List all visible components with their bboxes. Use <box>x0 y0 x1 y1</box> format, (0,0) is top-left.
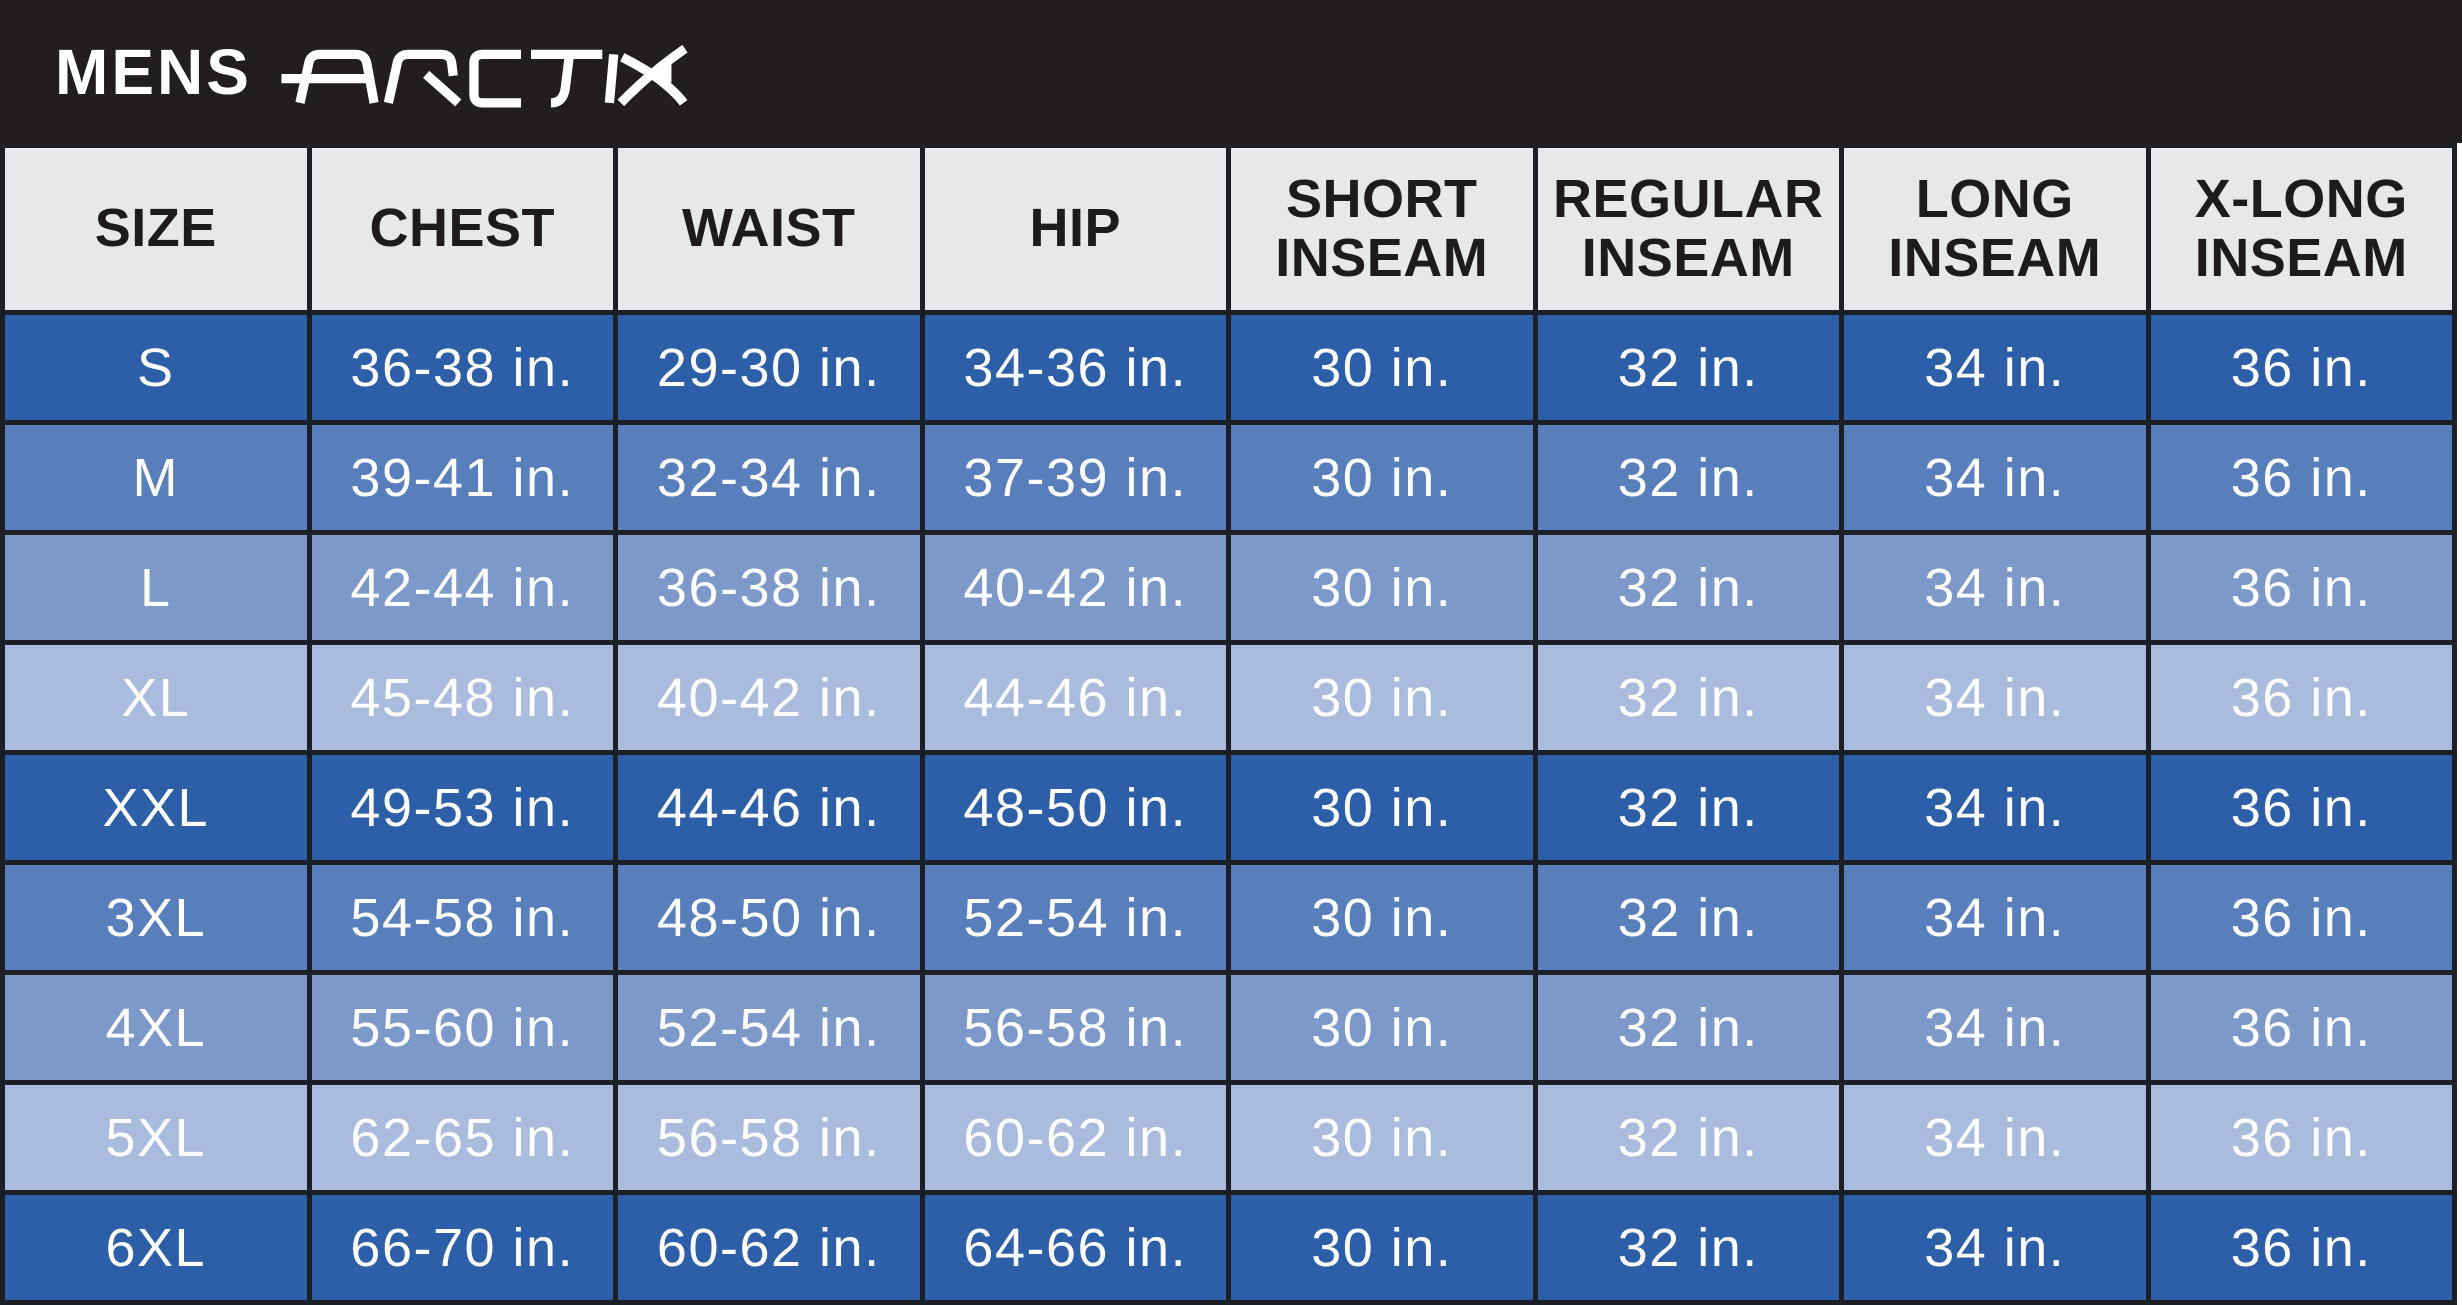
measurement-cell: 36 in. <box>2145 1190 2457 1305</box>
column-header-chest: CHEST <box>306 143 618 315</box>
arctix-logo-icon <box>281 44 688 108</box>
measurement-cell: 60-62 in. <box>919 1080 1231 1195</box>
size-cell: 5XL <box>0 1080 312 1195</box>
measurement-cell: 30 in. <box>1226 1080 1538 1195</box>
measurement-cell: 30 in. <box>1226 640 1538 755</box>
brand-prefix-label: MENS <box>55 35 252 108</box>
measurement-cell: 44-46 in. <box>919 640 1231 755</box>
column-header-hip: HIP <box>919 143 1231 315</box>
header-row: SIZE CHEST WAIST HIP SHORT INSEAM REGULAR INS… <box>0 143 2457 315</box>
measurement-cell: 34 in. <box>1839 1080 2151 1195</box>
measurement-cell: 34 in. <box>1839 750 2151 865</box>
measurement-cell: 32 in. <box>1532 640 1844 755</box>
table-row-xl: XL 45-48 in. 40-42 in. 44-46 in. 30 in. 32 in… <box>0 640 2457 755</box>
column-header-long-inseam: LONG INSEAM <box>1839 143 2151 315</box>
measurement-cell: 36 in. <box>2145 640 2457 755</box>
column-header-regular-inseam: REGULAR INSEAM <box>1532 143 1844 315</box>
column-header-short-inseam: SHORT INSEAM <box>1226 143 1538 315</box>
measurement-cell: 32 in. <box>1532 970 1844 1085</box>
size-cell: 4XL <box>0 970 312 1085</box>
measurement-cell: 60-62 in. <box>613 1190 925 1305</box>
measurement-cell: 39-41 in. <box>306 420 618 535</box>
measurement-cell: 36-38 in. <box>613 530 925 645</box>
measurement-cell: 30 in. <box>1226 1190 1538 1305</box>
size-chart-table: SIZE CHEST WAIST HIP SHORT INSEAM REGULAR INS… <box>0 143 2457 1305</box>
measurement-cell: 40-42 in. <box>613 640 925 755</box>
measurement-cell: 36 in. <box>2145 860 2457 975</box>
column-header-waist: WAIST <box>613 143 925 315</box>
measurement-cell: 30 in. <box>1226 970 1538 1085</box>
measurement-cell: 32 in. <box>1532 310 1844 425</box>
measurement-cell: 30 in. <box>1226 530 1538 645</box>
measurement-cell: 49-53 in. <box>306 750 618 865</box>
measurement-cell: 62-65 in. <box>306 1080 618 1195</box>
measurement-cell: 55-60 in. <box>306 970 618 1085</box>
measurement-cell: 34-36 in. <box>919 310 1231 425</box>
size-chart-header: SIZE CHEST WAIST HIP SHORT INSEAM REGULAR INS… <box>0 143 2457 315</box>
measurement-cell: 32 in. <box>1532 860 1844 975</box>
table-row-4xl: 4XL 55-60 in. 52-54 in. 56-58 in. 30 in. 32 i… <box>0 970 2457 1085</box>
measurement-cell: 54-58 in. <box>306 860 618 975</box>
measurement-cell: 34 in. <box>1839 420 2151 535</box>
measurement-cell: 32 in. <box>1532 750 1844 865</box>
table-row-l: L 42-44 in. 36-38 in. 40-42 in. 30 in. 32 in.… <box>0 530 2457 645</box>
measurement-cell: 29-30 in. <box>613 310 925 425</box>
measurement-cell: 52-54 in. <box>919 860 1231 975</box>
measurement-cell: 45-48 in. <box>306 640 618 755</box>
measurement-cell: 30 in. <box>1226 310 1538 425</box>
column-header-size: SIZE <box>0 143 312 315</box>
size-cell: S <box>0 310 312 425</box>
measurement-cell: 37-39 in. <box>919 420 1231 535</box>
measurement-cell: 66-70 in. <box>306 1190 618 1305</box>
measurement-cell: 34 in. <box>1839 640 2151 755</box>
measurement-cell: 36 in. <box>2145 970 2457 1085</box>
size-cell: M <box>0 420 312 535</box>
measurement-cell: 52-54 in. <box>613 970 925 1085</box>
size-cell: XL <box>0 640 312 755</box>
measurement-cell: 64-66 in. <box>919 1190 1231 1305</box>
measurement-cell: 30 in. <box>1226 420 1538 535</box>
measurement-cell: 56-58 in. <box>919 970 1231 1085</box>
table-row-5xl: 5XL 62-65 in. 56-58 in. 60-62 in. 30 in. 32 i… <box>0 1080 2457 1195</box>
measurement-cell: 30 in. <box>1226 750 1538 865</box>
table-row-xxl: XXL 49-53 in. 44-46 in. 48-50 in. 30 in. 32 i… <box>0 750 2457 865</box>
size-chart-body: S 36-38 in. 29-30 in. 34-36 in. 30 in. 32 in.… <box>0 310 2457 1305</box>
column-header-x-long-inseam: X-LONG INSEAM <box>2145 143 2457 315</box>
measurement-cell: 44-46 in. <box>613 750 925 865</box>
measurement-cell: 34 in. <box>1839 530 2151 645</box>
size-cell: 3XL <box>0 860 312 975</box>
measurement-cell: 34 in. <box>1839 310 2151 425</box>
table-row-3xl: 3XL 54-58 in. 48-50 in. 52-54 in. 30 in. 32 i… <box>0 860 2457 975</box>
measurement-cell: 36 in. <box>2145 420 2457 535</box>
measurement-cell: 32 in. <box>1532 530 1844 645</box>
measurement-cell: 36-38 in. <box>306 310 618 425</box>
measurement-cell: 32 in. <box>1532 1080 1844 1195</box>
table-row-s: S 36-38 in. 29-30 in. 34-36 in. 30 in. 32 in.… <box>0 310 2457 425</box>
measurement-cell: 30 in. <box>1226 860 1538 975</box>
measurement-cell: 36 in. <box>2145 530 2457 645</box>
table-row-m: M 39-41 in. 32-34 in. 37-39 in. 30 in. 32 in.… <box>0 420 2457 535</box>
size-cell: XXL <box>0 750 312 865</box>
measurement-cell: 32 in. <box>1532 1190 1844 1305</box>
measurement-cell: 32 in. <box>1532 420 1844 535</box>
measurement-cell: 34 in. <box>1839 1190 2151 1305</box>
measurement-cell: 56-58 in. <box>613 1080 925 1195</box>
measurement-cell: 48-50 in. <box>613 860 925 975</box>
measurement-cell: 48-50 in. <box>919 750 1231 865</box>
measurement-cell: 34 in. <box>1839 970 2151 1085</box>
measurement-cell: 32-34 in. <box>613 420 925 535</box>
brand-bar: MENS <box>0 0 2462 143</box>
measurement-cell: 42-44 in. <box>306 530 618 645</box>
measurement-cell: 36 in. <box>2145 750 2457 865</box>
measurement-cell: 36 in. <box>2145 310 2457 425</box>
measurement-cell: 34 in. <box>1839 860 2151 975</box>
size-cell: L <box>0 530 312 645</box>
size-cell: 6XL <box>0 1190 312 1305</box>
measurement-cell: 36 in. <box>2145 1080 2457 1195</box>
table-row-6xl: 6XL 66-70 in. 60-62 in. 64-66 in. 30 in. 32 i… <box>0 1190 2457 1305</box>
measurement-cell: 40-42 in. <box>919 530 1231 645</box>
